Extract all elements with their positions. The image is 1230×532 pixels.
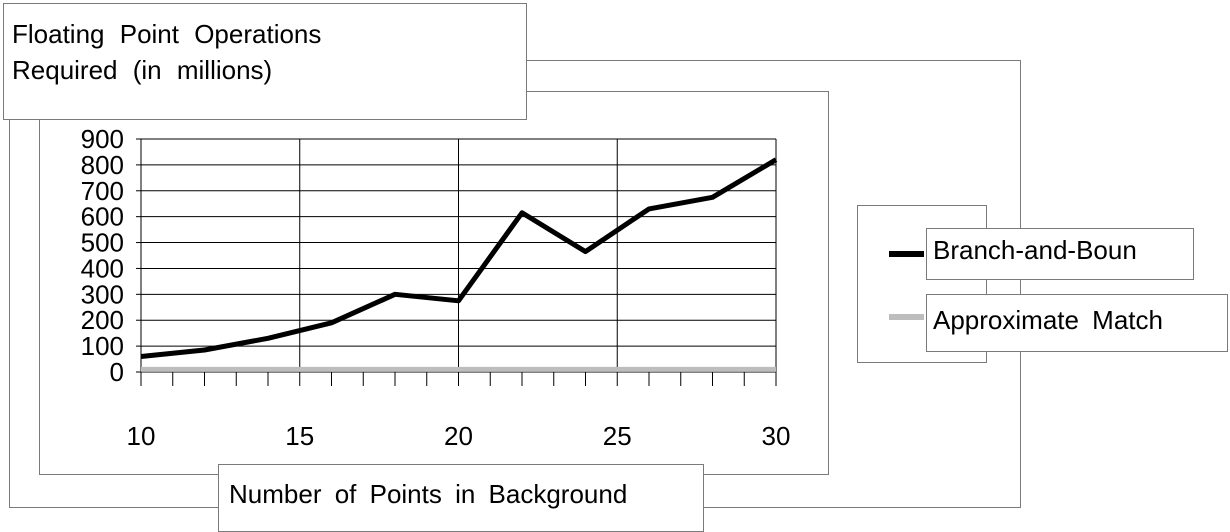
x-tick-label-30: 30 [762, 421, 791, 451]
y-tick-label-900: 900 [81, 124, 124, 154]
legend-entry-approximate-match: Approximate Match [926, 294, 1228, 352]
x-tick-label-10: 10 [127, 421, 156, 451]
chart-title: Floating Point Operations Required (in m… [3, 3, 527, 120]
x-tick-label-20: 20 [444, 421, 473, 451]
axes [136, 139, 776, 386]
x-axis-label: Number of Points in Background [218, 464, 704, 532]
legend-label-branch-and-bound: Branch-and-Boun [933, 235, 1137, 265]
x-axis-label-text: Number of Points in Background [229, 479, 627, 509]
y-tick-label-800: 800 [81, 150, 124, 180]
y-tick-label-700: 700 [81, 176, 124, 206]
grid-lines [141, 139, 776, 372]
y-tick-label-500: 500 [81, 228, 124, 258]
y-tick-label-200: 200 [81, 305, 124, 335]
y-tick-label-400: 400 [81, 253, 124, 283]
legend-entry-branch-and-bound: Branch-and-Boun [926, 228, 1194, 280]
legend-swatch-branch-and-bound [889, 251, 924, 257]
y-tick-label-100: 100 [81, 331, 124, 361]
x-tick-label-15: 15 [285, 421, 314, 451]
y-tick-label-600: 600 [81, 202, 124, 232]
chart-title-line-1: Floating Point Operations [12, 16, 526, 52]
legend-swatch-approximate-match [889, 314, 924, 320]
legend-label-approximate-match: Approximate Match [933, 305, 1163, 335]
y-tick-label-300: 300 [81, 279, 124, 309]
y-tick-label-0: 0 [110, 357, 124, 387]
x-tick-label-25: 25 [603, 421, 632, 451]
chart-title-line-2: Required (in millions) [12, 52, 526, 88]
